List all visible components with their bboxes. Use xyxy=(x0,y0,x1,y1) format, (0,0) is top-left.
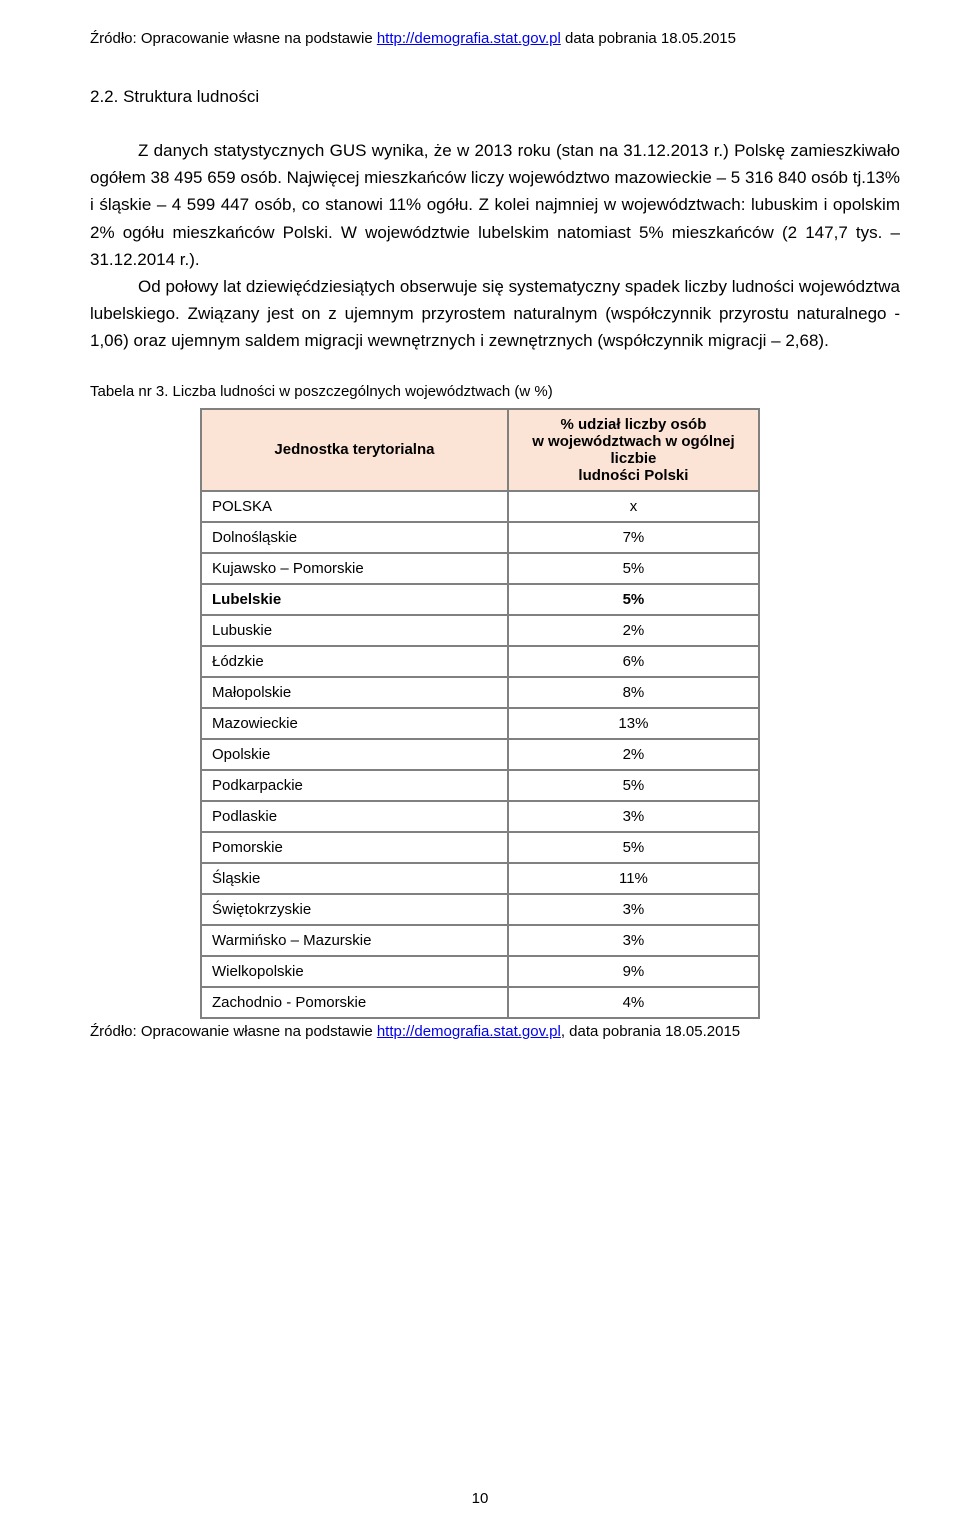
table-cell-value: 5% xyxy=(508,770,759,801)
table-row: Opolskie2% xyxy=(201,739,759,770)
table-cell-value: 7% xyxy=(508,522,759,553)
table-body: POLSKAxDolnośląskie7%Kujawsko – Pomorski… xyxy=(201,491,759,1018)
table-cell-value: 11% xyxy=(508,863,759,894)
table-cell-value: 3% xyxy=(508,894,759,925)
table-cell-value: 5% xyxy=(508,553,759,584)
table-cell-name: Lubuskie xyxy=(201,615,508,646)
source-bottom-link[interactable]: http://demografia.stat.gov.pl xyxy=(377,1023,561,1040)
table-cell-value: 3% xyxy=(508,801,759,832)
source-top-suffix: data pobrania 18.05.2015 xyxy=(561,30,736,47)
table-row: Pomorskie5% xyxy=(201,832,759,863)
table-header-right-l1: % udział liczby osób xyxy=(561,416,707,433)
table-cell-name: Mazowieckie xyxy=(201,708,508,739)
source-bottom: Źródło: Opracowanie własne na podstawie … xyxy=(90,1023,900,1040)
table-header-right-l2: w województwach w ogólnej liczbie xyxy=(532,433,735,467)
table-cell-value: 4% xyxy=(508,987,759,1018)
table-cell-value: 2% xyxy=(508,615,759,646)
table-header-right-l3: ludności Polski xyxy=(578,467,688,484)
table-cell-value: x xyxy=(508,491,759,522)
page-number: 10 xyxy=(0,1490,960,1507)
table-row: Dolnośląskie7% xyxy=(201,522,759,553)
table-cell-name: Kujawsko – Pomorskie xyxy=(201,553,508,584)
table-caption: Tabela nr 3. Liczba ludności w poszczegó… xyxy=(90,383,900,400)
body-paragraph: Z danych statystycznych GUS wynika, że w… xyxy=(90,137,900,355)
page: Źródło: Opracowanie własne na podstawie … xyxy=(0,0,960,1525)
table-header-left: Jednostka terytorialna xyxy=(201,409,508,491)
table-cell-name: Pomorskie xyxy=(201,832,508,863)
table-cell-name: Warmińsko – Mazurskie xyxy=(201,925,508,956)
source-top-prefix: Źródło: Opracowanie własne na podstawie xyxy=(90,30,377,47)
section-title: 2.2. Struktura ludności xyxy=(90,87,900,107)
table-row: Mazowieckie13% xyxy=(201,708,759,739)
table-cell-value: 13% xyxy=(508,708,759,739)
table-cell-name: Podlaskie xyxy=(201,801,508,832)
table-cell-value: 3% xyxy=(508,925,759,956)
table-row: Małopolskie8% xyxy=(201,677,759,708)
paragraph-1: Z danych statystycznych GUS wynika, że w… xyxy=(90,141,900,269)
table-cell-name: Małopolskie xyxy=(201,677,508,708)
table-cell-value: 6% xyxy=(508,646,759,677)
table-cell-name: Śląskie xyxy=(201,863,508,894)
table-cell-value: 8% xyxy=(508,677,759,708)
table-row: Kujawsko – Pomorskie5% xyxy=(201,553,759,584)
table-cell-name: Wielkopolskie xyxy=(201,956,508,987)
table-cell-name: Zachodnio - Pomorskie xyxy=(201,987,508,1018)
table-cell-name: POLSKA xyxy=(201,491,508,522)
table-cell-value: 5% xyxy=(508,832,759,863)
table-cell-name: Podkarpackie xyxy=(201,770,508,801)
source-bottom-suffix: , data pobrania 18.05.2015 xyxy=(561,1023,740,1040)
table-row: Świętokrzyskie3% xyxy=(201,894,759,925)
source-top: Źródło: Opracowanie własne na podstawie … xyxy=(90,30,900,47)
paragraph-2: Od połowy lat dziewięćdziesiątych obserw… xyxy=(90,277,900,350)
table-row: Podkarpackie5% xyxy=(201,770,759,801)
table-cell-name: Świętokrzyskie xyxy=(201,894,508,925)
table-cell-value: 5% xyxy=(508,584,759,615)
table-row: Zachodnio - Pomorskie4% xyxy=(201,987,759,1018)
table-cell-name: Opolskie xyxy=(201,739,508,770)
table-header-row: Jednostka terytorialna % udział liczby o… xyxy=(201,409,759,491)
population-table: Jednostka terytorialna % udział liczby o… xyxy=(200,408,760,1019)
source-bottom-prefix: Źródło: Opracowanie własne na podstawie xyxy=(90,1023,377,1040)
table-cell-value: 2% xyxy=(508,739,759,770)
table-cell-name: Łódzkie xyxy=(201,646,508,677)
table-row: Wielkopolskie9% xyxy=(201,956,759,987)
table-row: Warmińsko – Mazurskie3% xyxy=(201,925,759,956)
source-top-link[interactable]: http://demografia.stat.gov.pl xyxy=(377,30,561,47)
table-row: Śląskie11% xyxy=(201,863,759,894)
table-row: Podlaskie3% xyxy=(201,801,759,832)
table-cell-value: 9% xyxy=(508,956,759,987)
table-row: POLSKAx xyxy=(201,491,759,522)
table-row: Łódzkie6% xyxy=(201,646,759,677)
table-row: Lubuskie2% xyxy=(201,615,759,646)
table-header-right: % udział liczby osób w województwach w o… xyxy=(508,409,759,491)
table-row: Lubelskie5% xyxy=(201,584,759,615)
table-cell-name: Lubelskie xyxy=(201,584,508,615)
table-cell-name: Dolnośląskie xyxy=(201,522,508,553)
